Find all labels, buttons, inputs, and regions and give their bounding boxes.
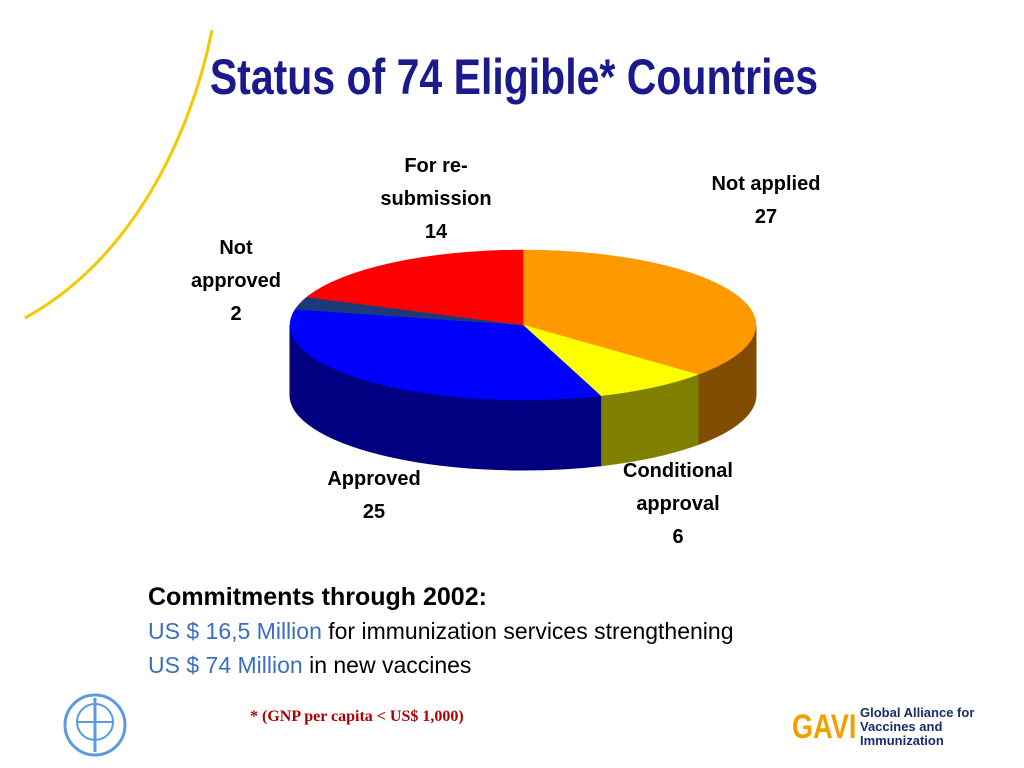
category-label: Approved (327, 468, 421, 490)
slice (522, 324, 699, 396)
category-label: Not applied (711, 173, 821, 195)
text: in new vaccines (309, 652, 472, 678)
tops (289, 249, 757, 401)
amount: US $ 74 Million (148, 652, 303, 678)
slice-label: For re-submission 14 (371, 150, 501, 249)
commitments-heading: Commitments through 2002: (148, 583, 487, 611)
logo-name: GAVI (792, 707, 857, 746)
category-label: Not approved (190, 237, 282, 292)
value-label: 25 (362, 501, 386, 523)
amount: US $ 16,5 Million (148, 618, 322, 644)
value-label: 6 (672, 526, 684, 548)
commitment-line: US $ 74 Million in new vaccines (148, 648, 734, 682)
value-label: 27 (754, 206, 778, 228)
slice (289, 308, 602, 401)
logo-line: Vaccines and Immunization (860, 719, 944, 748)
category-label: Conditional approval (623, 460, 733, 515)
sides (289, 324, 757, 471)
value-label: 2 (230, 303, 242, 325)
slice-label: Not approved 2 (176, 232, 296, 331)
slice (522, 249, 757, 375)
slice-label: Approved 25 (309, 463, 439, 529)
who-logo (63, 693, 127, 757)
category-label: For re-submission (380, 155, 492, 210)
value-label: 14 (424, 221, 448, 243)
text: for immunization services strengthening (328, 618, 734, 644)
logo-line: Global Alliance for (860, 705, 975, 720)
commitments: Commitments through 2002: US $ 16,5 Mill… (148, 580, 734, 682)
slice (306, 249, 524, 326)
slice-label: Conditional approval 6 (603, 455, 753, 554)
footnote: * (GNP per capita < US$ 1,000) (250, 708, 464, 725)
chart-title: Status of 74 Eligible* Countries (209, 49, 819, 105)
logo-text: Global Alliance for Vaccines and Immuniza… (860, 706, 1024, 748)
gavi-logo: GAVI Global Alliance for Vaccines and Imm… (792, 706, 1024, 748)
commitment-line: US $ 16,5 Million for immunization servi… (148, 614, 734, 648)
slice-label: Not applied 27 (711, 168, 821, 234)
swoosh (24, 29, 214, 320)
